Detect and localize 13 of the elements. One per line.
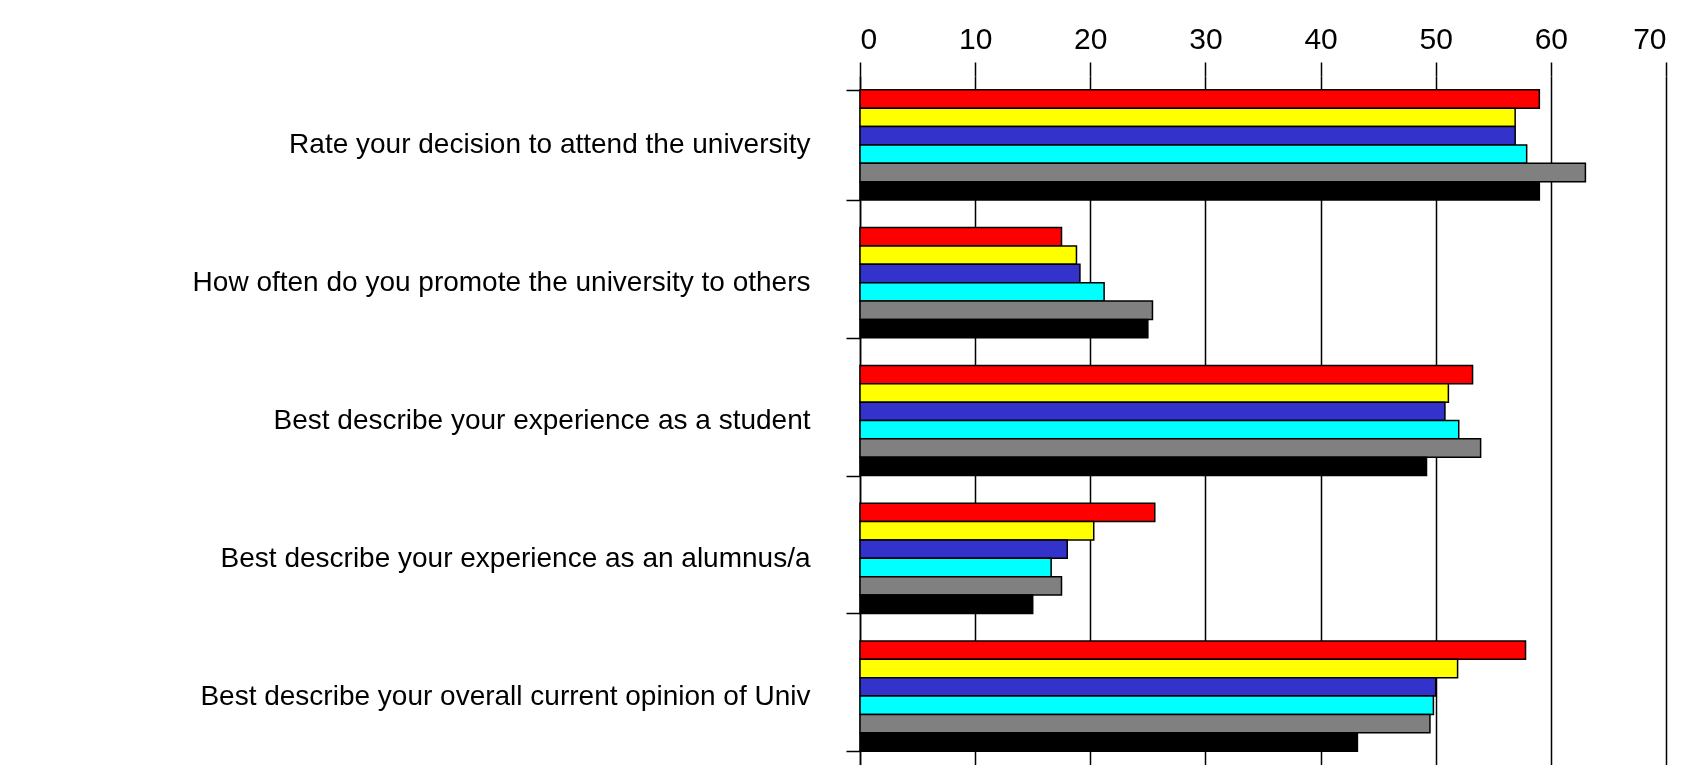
y-tick-label: Best describe your experience as an alumnus/a [220, 541, 811, 573]
y-tick-label: How often do you promote the university to others [192, 266, 811, 298]
y-tick-label: Best describe your overall current opinion of Univ [200, 679, 811, 711]
x-tick-label: 10 [958, 21, 993, 55]
x-tick-label: 60 [1534, 21, 1569, 55]
y-tick-label: Best describe your experience as a student [273, 404, 811, 435]
x-tick-label: 0 [860, 21, 878, 55]
y-tick-label: Rate your decision to attend the university [289, 128, 811, 160]
x-tick-label: 30 [1189, 21, 1223, 55]
x-tick-label: 40 [1304, 21, 1338, 55]
x-tick-label: 20 [1074, 21, 1108, 55]
x-tick-label: 70 [1633, 21, 1667, 55]
x-tick-label: 50 [1419, 21, 1453, 55]
